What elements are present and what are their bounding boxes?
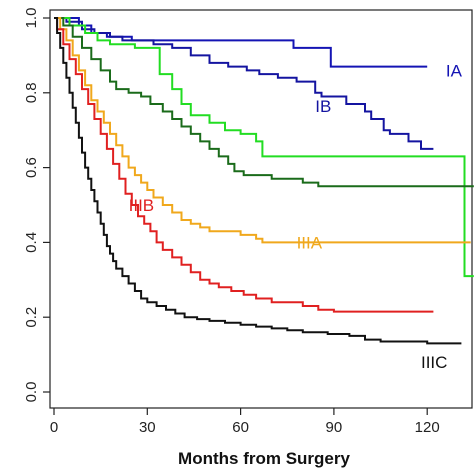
y-tick-label: 0.8 [23,82,40,103]
x-axis-title: Months from Surgery [178,449,350,468]
series-label-iiic: IIIC [421,353,447,372]
x-tick-label: 90 [326,419,343,436]
series-line-ib [54,17,434,150]
series-line-iiib [54,17,434,313]
plot-frame [49,9,473,409]
x-tick-label: 120 [415,419,440,436]
plot-lines [54,17,474,345]
y-tick-label: 0.4 [23,232,40,253]
series-label-ib: IB [315,97,331,116]
y-tick-label: 0.6 [23,157,40,178]
series-labels: IA IB IIIA IIIB IIIC [129,61,463,372]
series-line-iia [54,17,474,278]
series-line-iib [54,17,474,188]
series-label-iiib: IIIB [129,196,155,215]
series-label-ia: IA [446,61,463,80]
axes: 0 30 60 90 120 0.0 0.2 0.4 0.6 0.8 1.0 [23,8,473,436]
y-tick-label: 1.0 [23,8,40,29]
series-line-iiia [54,17,471,244]
y-tick-label: 0.2 [23,307,40,328]
series-line-iiic [54,17,462,345]
series-label-iiia: IIIA [297,233,323,252]
x-tick-label: 30 [139,419,156,436]
x-tick-label: 0 [50,419,58,436]
x-tick-label: 60 [232,419,249,436]
y-tick-label: 0.0 [23,382,40,403]
